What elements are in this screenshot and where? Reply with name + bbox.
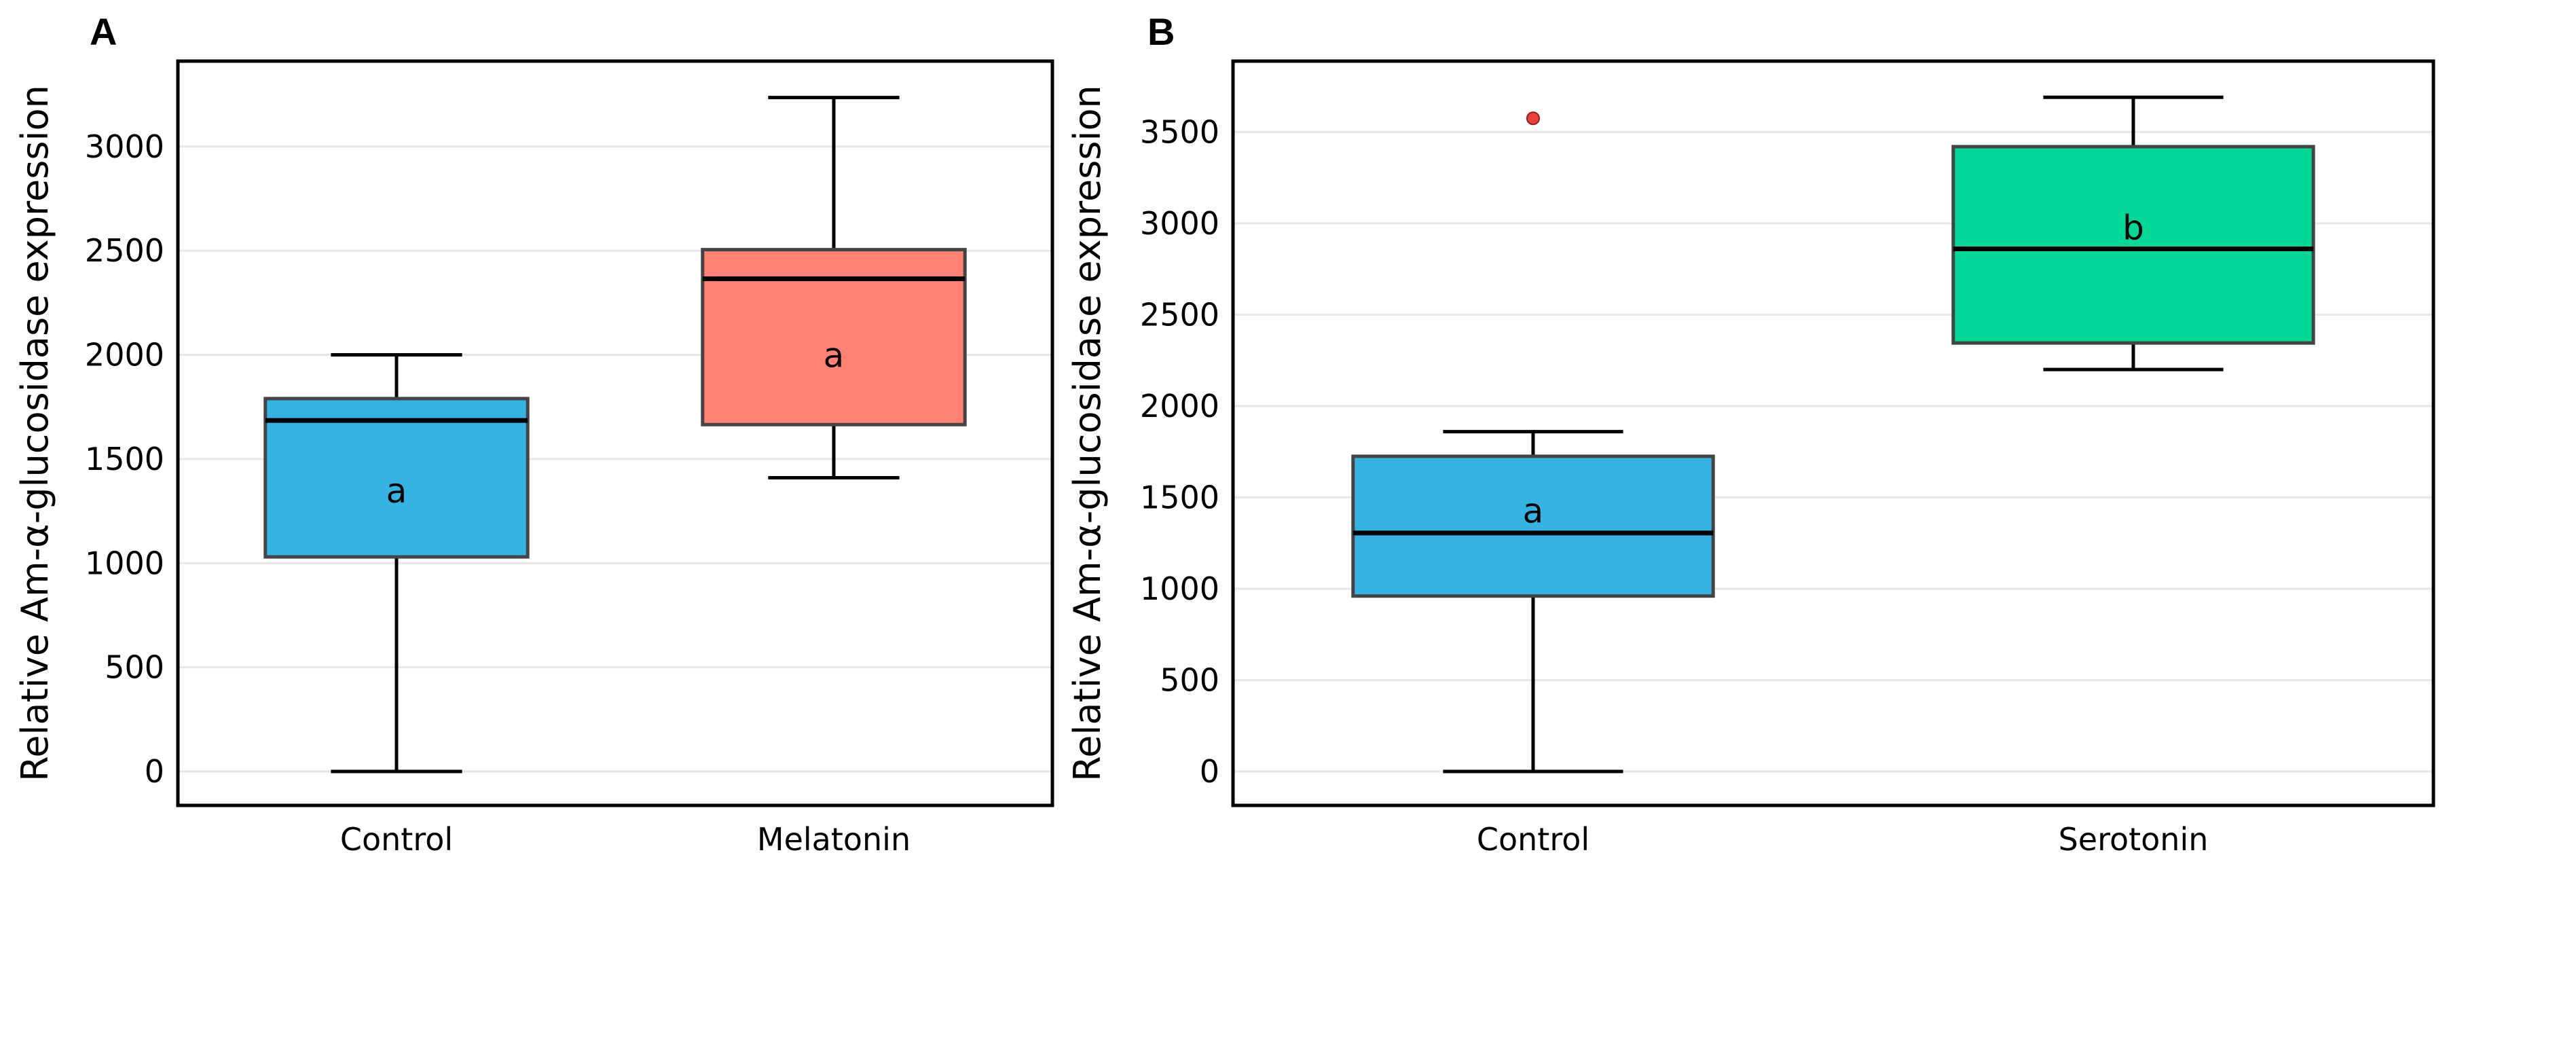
significance-letter: a — [386, 471, 407, 511]
x-tick-label: Serotonin — [2059, 821, 2209, 858]
panel-a: 0 500 1000 1500 2000 2500 3000 a Control a Melaton… — [14, 10, 1054, 858]
significance-letter: b — [2122, 208, 2144, 247]
y-tick-label: 1000 — [1140, 570, 1219, 607]
y-tick-label: 500 — [105, 649, 164, 686]
panel-b: 0 500 1000 1500 2000 2500 3000 3500 a Control b Ser… — [1066, 10, 2435, 858]
y-tick-label: 2500 — [1140, 296, 1219, 333]
y-tick-label: 3000 — [1140, 205, 1219, 242]
box-control — [1351, 454, 1715, 598]
panel-label: A — [90, 10, 117, 53]
y-tick-label: 0 — [145, 753, 164, 790]
y-tick-label: 2000 — [85, 337, 164, 374]
panel-label: B — [1147, 10, 1175, 53]
x-tick-label: Melatonin — [757, 821, 910, 858]
plot-frame — [1231, 59, 2435, 807]
plot-frame — [176, 59, 1054, 807]
y-axis-label: Relative Am-α-glucosidase expression — [1066, 85, 1109, 782]
y-tick-label: 1500 — [1140, 479, 1219, 515]
y-tick-label: 2000 — [1140, 388, 1219, 424]
y-tick-label: 3000 — [85, 128, 164, 165]
x-tick-label: Control — [340, 821, 453, 858]
y-tick-label: 1500 — [85, 441, 164, 477]
x-tick-label: Control — [1477, 821, 1589, 858]
box-serotonin — [1951, 145, 2315, 345]
significance-letter: a — [1523, 491, 1544, 530]
outlier-point — [1526, 111, 1540, 126]
y-tick-label: 0 — [1200, 753, 1219, 790]
y-tick-label: 1000 — [85, 545, 164, 581]
y-tick-label: 2500 — [85, 232, 164, 269]
y-tick-label: 3500 — [1140, 113, 1219, 150]
box-control — [263, 397, 530, 559]
y-tick-label: 500 — [1160, 661, 1219, 698]
significance-letter: a — [824, 336, 845, 376]
y-axis-label: Relative Am-α-glucosidase expression — [14, 85, 56, 782]
